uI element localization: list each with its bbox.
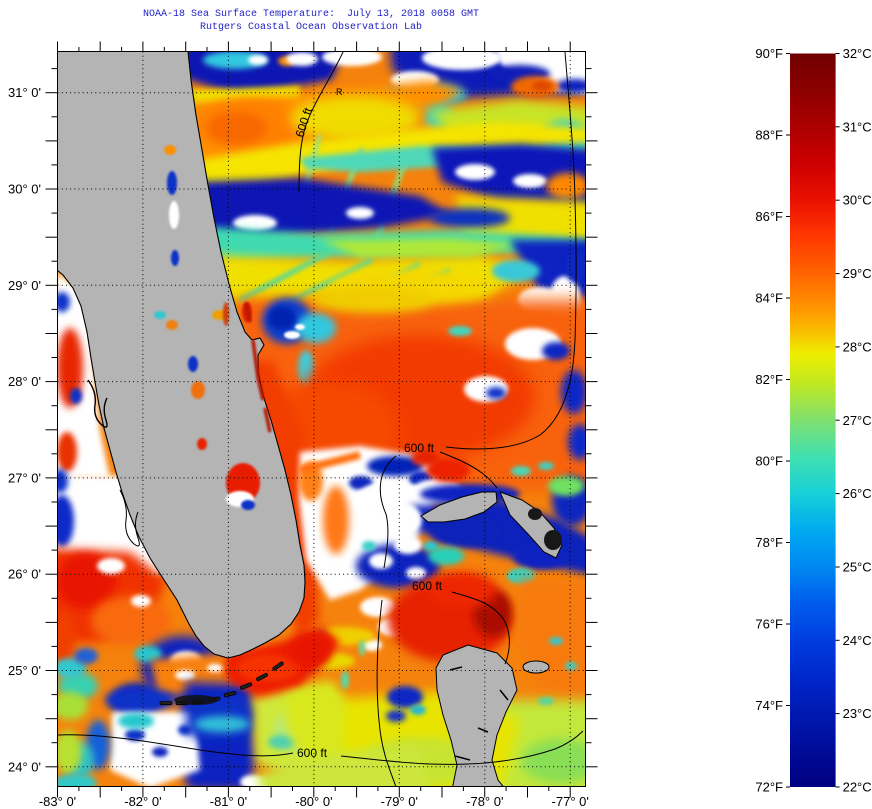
svg-text:84°F: 84°F (755, 291, 783, 306)
svg-text:74°F: 74°F (755, 698, 783, 713)
svg-text:26° 0': 26° 0' (8, 567, 41, 582)
svg-text:88°F: 88°F (755, 128, 783, 143)
svg-text:-82° 0': -82° 0' (124, 794, 161, 809)
svg-text:25° 0': 25° 0' (8, 663, 41, 678)
svg-text:23°C: 23°C (843, 706, 872, 721)
svg-text:-78° 0': -78° 0' (466, 794, 503, 809)
svg-text:600 ft: 600 ft (297, 746, 328, 760)
svg-text:90°F: 90°F (755, 46, 783, 61)
svg-text:27° 0': 27° 0' (8, 470, 41, 485)
svg-text:29°C: 29°C (843, 266, 872, 281)
svg-text:Rutgers Coastal Ocean Observat: Rutgers Coastal Ocean Observation Lab (200, 21, 422, 33)
svg-text:31°C: 31°C (843, 119, 872, 134)
svg-text:32°C: 32°C (843, 46, 872, 61)
svg-text:600 ft: 600 ft (412, 579, 443, 593)
svg-text:30°C: 30°C (843, 193, 872, 208)
svg-text:600 ft: 600 ft (404, 441, 435, 455)
svg-text:24° 0': 24° 0' (8, 759, 41, 774)
svg-text:-80° 0': -80° 0' (295, 794, 332, 809)
svg-text:78°F: 78°F (755, 535, 783, 550)
svg-text:25°C: 25°C (843, 560, 872, 575)
svg-text:NOAA-18 Sea Surface Temperatur: NOAA-18 Sea Surface Temperature: July 13… (143, 8, 479, 20)
svg-text:27°C: 27°C (843, 413, 872, 428)
svg-text:82°F: 82°F (755, 372, 783, 387)
svg-text:30° 0': 30° 0' (8, 182, 41, 197)
svg-text:R: R (336, 87, 343, 97)
svg-text:80°F: 80°F (755, 454, 783, 469)
svg-text:29° 0': 29° 0' (8, 278, 41, 293)
svg-text:86°F: 86°F (755, 209, 783, 224)
svg-text:28°C: 28°C (843, 339, 872, 354)
svg-text:-79° 0': -79° 0' (381, 794, 418, 809)
svg-text:-81° 0': -81° 0' (210, 794, 247, 809)
svg-text:28° 0': 28° 0' (8, 374, 41, 389)
svg-text:31° 0': 31° 0' (8, 85, 41, 100)
svg-text:72°F: 72°F (755, 780, 783, 795)
svg-text:-83° 0': -83° 0' (39, 794, 76, 809)
svg-text:26°C: 26°C (843, 486, 872, 501)
svg-text:76°F: 76°F (755, 617, 783, 632)
svg-text:22°C: 22°C (843, 780, 872, 795)
svg-text:24°C: 24°C (843, 633, 872, 648)
svg-text:-77° 0': -77° 0' (552, 794, 589, 809)
